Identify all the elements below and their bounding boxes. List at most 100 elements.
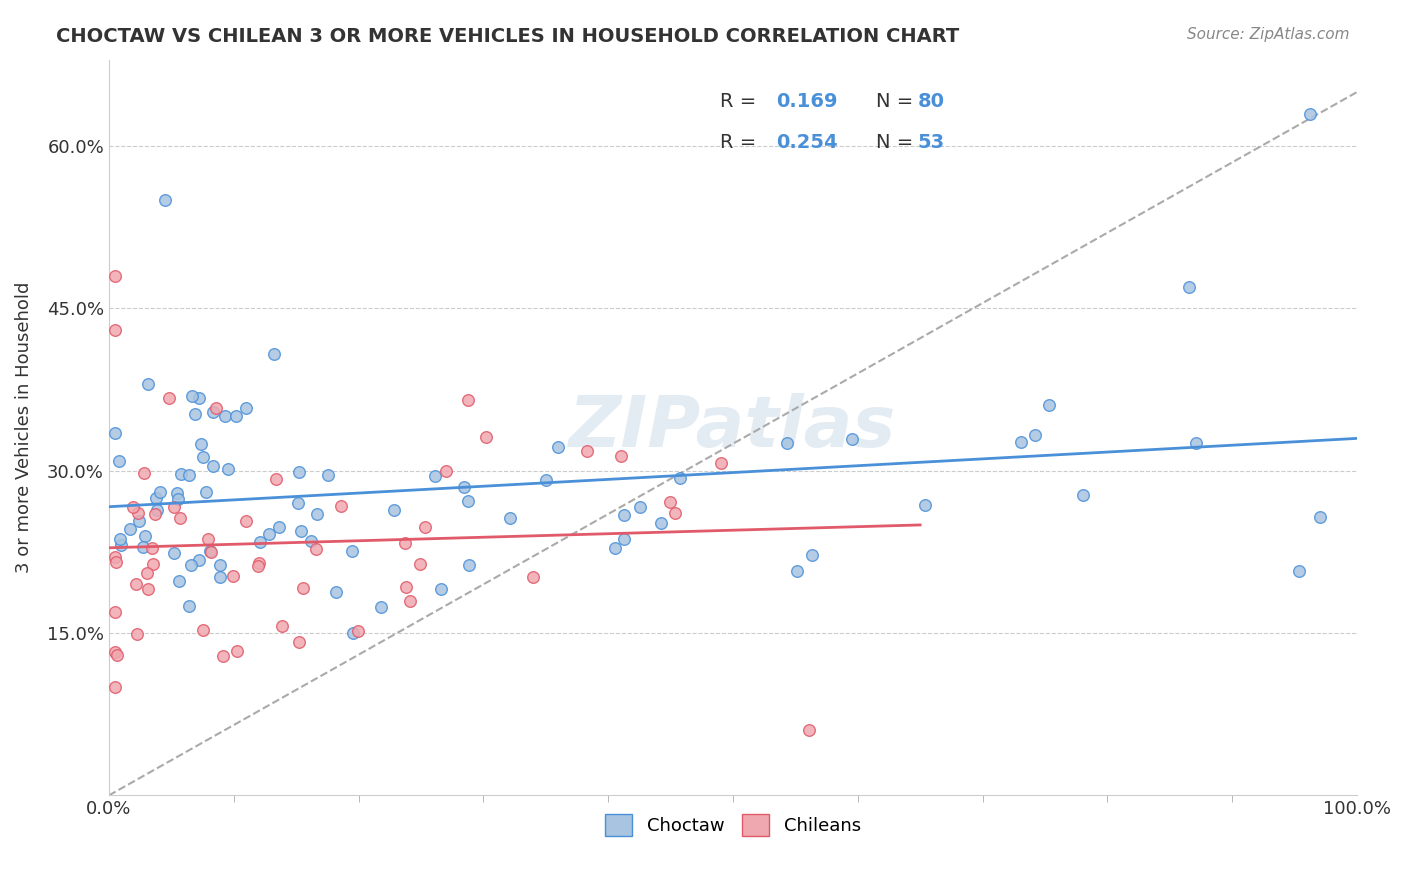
Choctaw xyxy=(108,532,131,546)
Choctaw xyxy=(603,541,626,555)
Choctaw xyxy=(214,409,236,423)
Choctaw xyxy=(163,545,186,559)
Choctaw xyxy=(325,585,347,599)
Text: N =: N = xyxy=(876,93,920,112)
Chileans xyxy=(104,268,127,283)
Choctaw xyxy=(136,377,159,392)
Choctaw xyxy=(208,558,231,572)
Choctaw xyxy=(145,491,167,506)
Chileans xyxy=(104,680,127,694)
Text: CHOCTAW VS CHILEAN 3 OR MORE VEHICLES IN HOUSEHOLD CORRELATION CHART: CHOCTAW VS CHILEAN 3 OR MORE VEHICLES IN… xyxy=(56,27,959,45)
Chileans xyxy=(610,449,633,463)
Choctaw xyxy=(1309,509,1331,524)
Choctaw xyxy=(534,473,557,487)
Choctaw xyxy=(1038,398,1060,412)
Chileans xyxy=(576,443,599,458)
Choctaw xyxy=(166,485,188,500)
Choctaw xyxy=(669,470,692,484)
Choctaw xyxy=(316,468,339,483)
Chileans xyxy=(157,392,180,406)
Chileans xyxy=(522,569,544,583)
Choctaw xyxy=(167,491,190,506)
Chileans xyxy=(434,463,457,477)
Chileans xyxy=(141,541,163,555)
Choctaw xyxy=(776,436,799,450)
Chileans xyxy=(136,582,159,596)
Choctaw xyxy=(342,626,364,640)
Chileans xyxy=(413,520,436,534)
Choctaw xyxy=(613,508,636,522)
Chileans xyxy=(288,635,311,649)
Chileans xyxy=(304,542,326,557)
Choctaw xyxy=(1178,280,1201,294)
Chileans xyxy=(264,472,287,486)
Choctaw xyxy=(120,522,142,536)
Chileans xyxy=(125,577,148,591)
Chileans xyxy=(200,544,222,558)
Choctaw xyxy=(170,467,193,481)
Chileans xyxy=(145,507,167,521)
Choctaw xyxy=(179,467,201,482)
Choctaw xyxy=(181,389,204,403)
Choctaw xyxy=(499,511,522,525)
Choctaw xyxy=(342,544,364,558)
Choctaw xyxy=(800,548,823,562)
Chileans xyxy=(475,430,498,444)
Choctaw xyxy=(259,527,281,541)
Y-axis label: 3 or more Vehicles in Household: 3 or more Vehicles in Household xyxy=(15,282,32,574)
Choctaw xyxy=(263,347,285,361)
Chileans xyxy=(134,466,156,480)
Choctaw xyxy=(180,558,202,572)
Text: ZIPatlas: ZIPatlas xyxy=(569,393,897,462)
Choctaw xyxy=(425,469,447,483)
Chileans xyxy=(347,624,370,639)
Text: 53: 53 xyxy=(918,133,945,152)
Chileans xyxy=(127,627,149,641)
Chileans xyxy=(104,555,127,569)
Choctaw xyxy=(249,535,271,549)
Text: 0.254: 0.254 xyxy=(776,133,838,152)
Choctaw xyxy=(190,437,212,451)
Choctaw xyxy=(457,558,479,572)
Choctaw xyxy=(547,440,569,454)
Chileans xyxy=(292,581,315,595)
Choctaw xyxy=(786,564,808,578)
Choctaw xyxy=(841,432,863,446)
Choctaw xyxy=(430,582,453,597)
Choctaw xyxy=(193,450,215,465)
Choctaw xyxy=(650,516,672,530)
Choctaw xyxy=(188,553,211,567)
Choctaw xyxy=(299,534,322,549)
Chileans xyxy=(409,558,432,572)
Chileans xyxy=(127,507,149,521)
Choctaw xyxy=(290,524,312,539)
Choctaw xyxy=(201,458,224,473)
Choctaw xyxy=(1299,106,1322,120)
Text: 80: 80 xyxy=(918,93,945,112)
Chileans xyxy=(664,507,686,521)
Chileans xyxy=(225,644,247,658)
Chileans xyxy=(710,456,733,470)
Choctaw xyxy=(108,454,131,468)
Choctaw xyxy=(202,405,225,419)
Chileans xyxy=(394,536,416,550)
Chileans xyxy=(197,533,219,547)
Choctaw xyxy=(188,391,211,405)
Choctaw xyxy=(235,401,257,415)
Chileans xyxy=(204,401,226,415)
Chileans xyxy=(104,549,127,564)
Chileans xyxy=(169,511,191,525)
Chileans xyxy=(163,500,186,515)
Choctaw xyxy=(1185,436,1208,450)
Choctaw xyxy=(1010,434,1032,449)
Choctaw xyxy=(208,570,231,584)
Choctaw xyxy=(104,426,127,441)
Choctaw xyxy=(132,540,155,554)
Choctaw xyxy=(146,503,169,517)
Chileans xyxy=(142,557,165,571)
Choctaw xyxy=(1288,564,1310,578)
Choctaw xyxy=(198,544,221,558)
Choctaw xyxy=(110,538,132,552)
Chileans xyxy=(399,594,422,608)
Choctaw xyxy=(370,600,392,615)
